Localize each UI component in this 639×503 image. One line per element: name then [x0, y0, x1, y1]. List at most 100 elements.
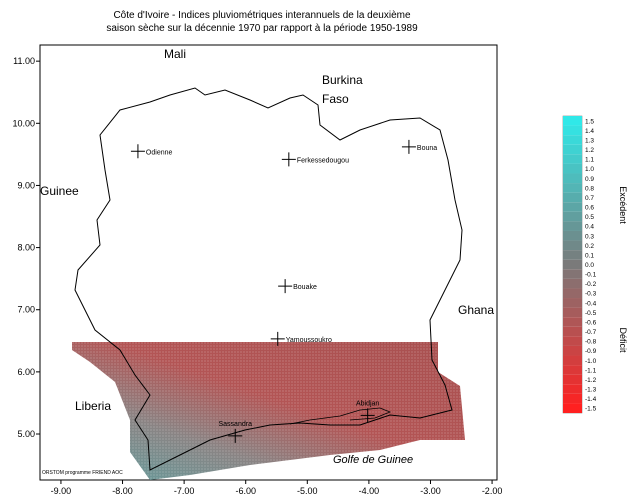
legend-swatch	[563, 288, 582, 299]
x-tick-label: -8.00	[112, 486, 133, 496]
legend-swatch	[563, 384, 582, 394]
legend-label: 0.9	[585, 176, 594, 183]
legend-label: -0.1	[585, 272, 597, 279]
legend-excess: Excédent	[618, 186, 628, 224]
city-marker	[130, 144, 145, 159]
city-label: Abidjan	[356, 400, 379, 407]
country-label: Liberia	[75, 399, 111, 413]
legend-swatch	[563, 183, 582, 193]
legend-label: 0.7	[585, 195, 594, 202]
legend-swatch	[563, 230, 582, 241]
legend-swatch	[563, 355, 582, 366]
x-tick-label: -6.00	[235, 486, 256, 496]
legend-swatch	[563, 240, 582, 251]
legend-swatch	[563, 393, 582, 404]
legend-label: -0.6	[585, 319, 597, 326]
legend-swatch	[563, 192, 582, 203]
country-label: Faso	[322, 92, 349, 106]
title-line: Côte d'Ivoire - Indices pluviométriques …	[113, 10, 411, 21]
legend-label: -1.5	[585, 406, 597, 413]
city-label: Yamoussoukro	[286, 337, 332, 344]
country-outline	[74, 87, 463, 471]
legend-label: -0.8	[585, 339, 597, 346]
legend-label: 0.0	[585, 262, 594, 269]
legend-swatch	[563, 307, 582, 318]
legend-label: -1.2	[585, 377, 597, 384]
city-marker	[360, 408, 375, 423]
city-marker	[270, 331, 285, 346]
legend-label: 0.2	[585, 243, 594, 250]
legend-deficit: Déficit	[618, 327, 628, 353]
x-tick-label: -7.00	[174, 486, 195, 496]
legend-swatch	[563, 202, 582, 212]
legend-label: 0.8	[585, 185, 594, 192]
x-tick-label: -3.00	[420, 486, 441, 496]
legend-label: -0.4	[585, 300, 597, 307]
rainfall-hatch	[72, 342, 465, 480]
y-tick-label: 9.00	[17, 180, 35, 190]
city-label: Ferkessedougou	[297, 157, 349, 164]
legend-swatch	[563, 125, 582, 136]
legend-label: -0.9	[585, 348, 597, 355]
plot-frame	[39, 44, 498, 481]
legend-label: -0.7	[585, 329, 597, 336]
country-label: Mali	[164, 47, 186, 61]
legend-swatch	[563, 298, 582, 308]
city-marker	[228, 428, 243, 443]
city-label: Odienne	[146, 149, 173, 156]
legend-label: -1.4	[585, 396, 597, 403]
legend-swatch	[563, 269, 582, 279]
legend-swatch	[563, 154, 582, 164]
legend-label: -0.3	[585, 291, 597, 298]
legend-label: 0.1	[585, 252, 594, 259]
legend-label: -1.3	[585, 387, 597, 394]
legend-label: -0.2	[585, 281, 597, 288]
legend-label: 1.0	[585, 166, 594, 173]
legend-label: -1.1	[585, 367, 597, 374]
legend-swatch	[563, 259, 582, 270]
legend-swatch	[563, 135, 582, 145]
legend-swatch	[563, 173, 582, 184]
legend-label: 1.3	[585, 137, 594, 144]
legend-label: -0.5	[585, 310, 597, 317]
title-line: saison sèche sur la décennie 1970 par ra…	[106, 23, 418, 34]
y-tick-label: 10.00	[12, 118, 35, 128]
country-label: Burkina	[322, 73, 363, 87]
legend-swatch	[563, 317, 582, 327]
country-label: Ghana	[458, 303, 494, 317]
legend-swatch	[563, 163, 582, 174]
legend-swatch	[563, 144, 582, 155]
legend-swatch	[563, 365, 582, 375]
legend-label: 0.4	[585, 224, 594, 231]
legend-label: -1.0	[585, 358, 597, 365]
x-tick-label: -5.00	[297, 486, 318, 496]
y-tick-label: 5.00	[17, 429, 35, 439]
y-tick-label: 6.00	[17, 367, 35, 377]
y-tick-label: 8.00	[17, 243, 35, 253]
legend-swatch	[563, 336, 582, 346]
lagoon	[289, 407, 392, 425]
country-label: Guinee	[40, 184, 79, 198]
legend-swatch	[563, 345, 582, 356]
city-marker	[281, 152, 296, 167]
legend-swatch	[563, 250, 582, 260]
city-label: Bouake	[293, 284, 317, 291]
legend-swatch	[563, 403, 582, 413]
legend-swatch	[563, 374, 582, 385]
legend-label: 1.2	[585, 147, 594, 154]
y-tick-label: 7.00	[17, 305, 35, 315]
x-tick-label: -2.00	[482, 486, 503, 496]
x-tick-label: -9.00	[51, 486, 72, 496]
sea-label: Golfe de Guinee	[333, 454, 413, 466]
legend-label: 1.5	[585, 118, 594, 125]
credit: ORSTOM programme FRIEND AOC	[42, 470, 123, 476]
city-marker	[278, 279, 293, 294]
y-tick-label: 11.00	[13, 56, 35, 66]
city-label: Sassandra	[219, 421, 253, 428]
legend-label: 1.1	[585, 157, 594, 164]
city-marker	[401, 139, 416, 154]
legend-swatch	[563, 211, 582, 222]
legend-swatch	[563, 326, 582, 337]
legend-label: 0.5	[585, 214, 594, 221]
